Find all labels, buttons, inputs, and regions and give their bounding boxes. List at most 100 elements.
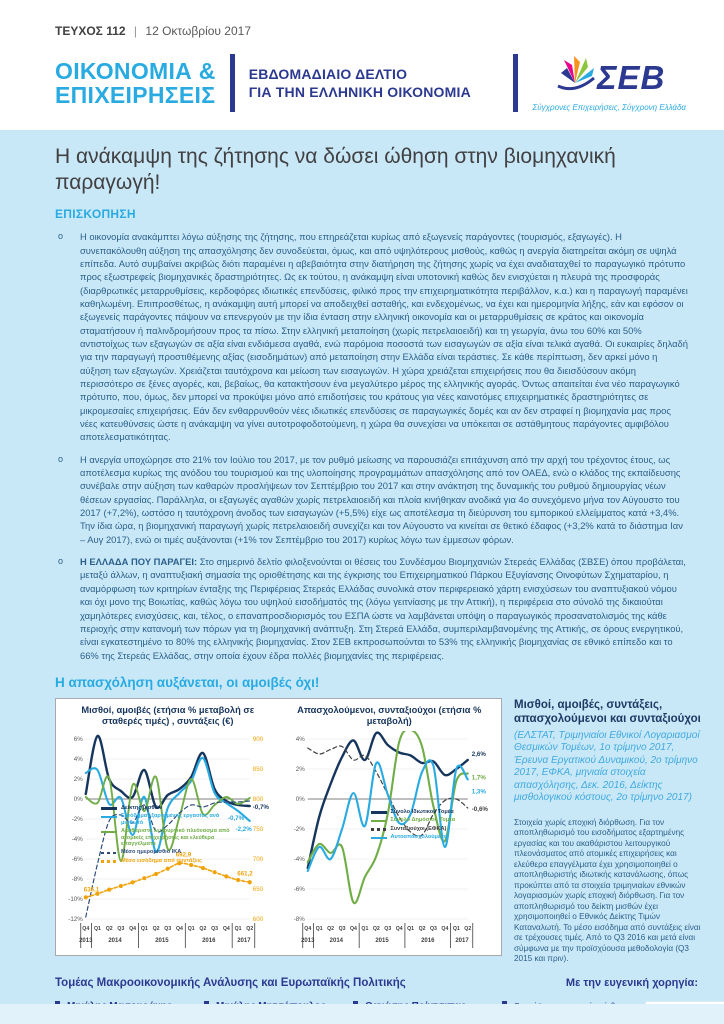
svg-text:4%: 4% <box>295 736 304 743</box>
svg-text:Q3: Q3 <box>430 926 437 932</box>
svg-text:Q2: Q2 <box>464 926 471 932</box>
svg-text:-4%: -4% <box>293 856 305 863</box>
wages-chart-title: Μισθοί, αμοιβές (ετήσια % μεταβολή σε στ… <box>81 704 255 727</box>
bullet-text: Η ανεργία υποχώρησε στο 21% τον Ιούλιο τ… <box>80 453 683 545</box>
svg-text:2%: 2% <box>74 776 83 783</box>
main-content: Η ανάκαμψη της ζήτησης να δώσει ώθηση στ… <box>0 130 724 690</box>
legend-item: Σύνολο Δημόσιου Τομέα <box>370 817 455 823</box>
sponsor-label: Με την ευγενική χορηγία: <box>565 976 698 989</box>
legend-label: Συνταξιούχοι (ΕΦΚΑ) <box>390 825 447 832</box>
legend-swatch <box>101 860 117 863</box>
bullet-item: o Η ΕΛΛΑΔΑ ΠΟΥ ΠΑΡΑΓΕΙ: Στο σημερινό δελ… <box>55 555 690 662</box>
wages-chart-legend: Δείκτης μισθών Εισόδημα εξαρτημένης εργασ… <box>101 805 239 864</box>
issue-date: 12 Οκτωβρίου 2017 <box>145 24 252 38</box>
svg-text:Q1: Q1 <box>94 926 101 932</box>
svg-text:Q2: Q2 <box>153 926 160 932</box>
svg-text:-6%: -6% <box>293 886 305 893</box>
svg-text:2%: 2% <box>295 766 304 773</box>
legend-item: Σύνολο Ιδιωτικού Τομέα <box>370 808 456 815</box>
svg-text:600: 600 <box>253 916 264 923</box>
employment-chart-title: Απασχολούμενοι, συνταξιούχοι (ετήσια % μ… <box>297 704 482 727</box>
sev-logo-text: ΣΕΒ <box>597 58 666 96</box>
issue-separator: | <box>133 24 138 38</box>
svg-text:2015: 2015 <box>375 938 389 944</box>
svg-text:0%: 0% <box>295 796 304 803</box>
legend-item: Ακαθάριστο λειτουργικό πλεόνασμα από ατο… <box>101 828 239 847</box>
legend-swatch <box>101 815 117 819</box>
svg-text:4%: 4% <box>74 756 83 763</box>
figure-heading: Η απασχόληση αυξάνεται, οι αμοιβές όχι! <box>55 674 320 690</box>
legend-swatch <box>370 819 387 823</box>
svg-text:-2%: -2% <box>72 816 84 823</box>
svg-text:Q4: Q4 <box>223 926 230 932</box>
legend-swatch <box>370 811 387 814</box>
svg-text:Q2: Q2 <box>246 926 253 932</box>
svg-text:1,7%: 1,7% <box>471 774 486 781</box>
svg-text:Q3: Q3 <box>338 926 345 932</box>
legend-label: Σύνολο Ιδιωτικού Τομέα <box>390 808 454 815</box>
issue-line: ΤΕΥΧΟΣ 112 | 12 Οκτωβρίου 2017 <box>55 24 686 38</box>
brand-title: ΟΙΚΟΝΟΜΙΑ & ΕΠΙΧΕΙΡΗΣΕΙΣ <box>55 57 216 108</box>
svg-text:-0,6%: -0,6% <box>471 806 488 813</box>
svg-text:2017: 2017 <box>455 938 469 944</box>
svg-text:800: 800 <box>253 796 264 803</box>
svg-text:-12%: -12% <box>68 916 83 923</box>
legend-item: Μέσο ημερομίσθιο ΙΚΑ <box>101 849 239 855</box>
svg-text:-4%: -4% <box>72 836 84 843</box>
svg-text:Q3: Q3 <box>211 926 218 932</box>
employment-chart: Απασχολούμενοι, συνταξιούχοι (ετήσια % μ… <box>279 705 501 953</box>
legend-item: Αυτοαπασχολούμενοι <box>370 834 456 840</box>
bullet-marker: o <box>58 453 64 464</box>
svg-text:Q4: Q4 <box>82 926 89 932</box>
svg-text:6%: 6% <box>74 736 83 743</box>
svg-text:750: 750 <box>253 826 264 833</box>
svg-text:Q2: Q2 <box>327 926 334 932</box>
svg-text:Q1: Q1 <box>315 926 322 932</box>
footer-header-row: Τομέας Μακροοικονομικής Ανάλυσης και Ευρ… <box>0 965 724 989</box>
legend-item: Δείκτης μισθών <box>101 805 239 811</box>
svg-text:Q1: Q1 <box>452 926 459 932</box>
svg-text:Q1: Q1 <box>361 926 368 932</box>
svg-text:Q3: Q3 <box>384 926 391 932</box>
employment-chart-legend: Σύνολο Ιδιωτικού Τομέα Σύνολο Δημόσιου Το… <box>370 808 456 841</box>
overview-heading: ΕΠΙΣΚΟΠΗΣΗ <box>55 207 136 222</box>
legend-swatch <box>101 807 117 810</box>
bullet-text: Η οικονομία ανακάμπτει λόγω αύξησης της … <box>80 231 688 443</box>
svg-text:Q3: Q3 <box>164 926 171 932</box>
bottom-strip <box>0 1004 724 1024</box>
wages-chart: Μισθοί, αμοιβές (ετήσια % μεταβολή σε στ… <box>57 705 279 953</box>
svg-text:Q3: Q3 <box>117 926 124 932</box>
sidebar-title: Μισθοί, αμοιβές, συντάξεις, απασχολούμεν… <box>514 698 701 726</box>
sev-pinwheel-icon <box>553 55 597 100</box>
svg-text:Q2: Q2 <box>418 926 425 932</box>
legend-label: Δείκτης μισθών <box>121 804 163 811</box>
bullet-item: o Η ανεργία υποχώρησε στο 21% τον Ιούλιο… <box>55 453 690 546</box>
svg-text:Q4: Q4 <box>129 926 136 932</box>
employment-chart-plot: -8% -6% -4% -2% 0% 2% 4% Q4 Q1 Q2 Q3 Q4 Q1 Q2 Q3 Q4 Q1 Q2… <box>293 730 488 948</box>
svg-text:-8%: -8% <box>72 876 84 883</box>
svg-text:Q1: Q1 <box>188 926 195 932</box>
svg-text:-6%: -6% <box>72 856 84 863</box>
svg-text:-0,7%: -0,7% <box>228 815 245 822</box>
svg-text:661,2: 661,2 <box>237 870 253 877</box>
svg-text:Q4: Q4 <box>176 926 183 932</box>
legend-swatch <box>101 851 117 855</box>
legend-item: Συνταξιούχοι (ΕΦΚΑ) <box>370 825 456 832</box>
svg-text:Q4: Q4 <box>395 926 402 932</box>
svg-text:-2,2%: -2,2% <box>236 826 253 833</box>
svg-text:Q4: Q4 <box>304 926 311 932</box>
svg-text:-10%: -10% <box>68 896 83 903</box>
legend-item: Μέσο εισόδημα από συντάξεις <box>101 858 239 864</box>
legend-swatch <box>370 836 387 840</box>
svg-text:692,9: 692,9 <box>176 851 192 858</box>
svg-text:Q2: Q2 <box>199 926 206 932</box>
bullet-item: o Η οικονομία ανακάμπτει λόγω αύξησης τη… <box>55 230 690 444</box>
charts-panel: Μισθοί, αμοιβές (ετήσια % μεταβολή σε στ… <box>55 697 502 956</box>
sidebar-note: Στοιχεία χωρίς εποχική διόρθωση. Για τον… <box>514 817 701 964</box>
svg-text:850: 850 <box>253 766 264 773</box>
svg-text:Q4: Q4 <box>350 926 357 932</box>
bullet-marker: o <box>58 231 64 242</box>
issue-number: ΤΕΥΧΟΣ 112 <box>55 24 126 38</box>
sidebar-source: (ΕΛΣΤΑΤ, Τριμηνιαίοι Εθνικοί Λογαριασμοί… <box>514 729 700 804</box>
